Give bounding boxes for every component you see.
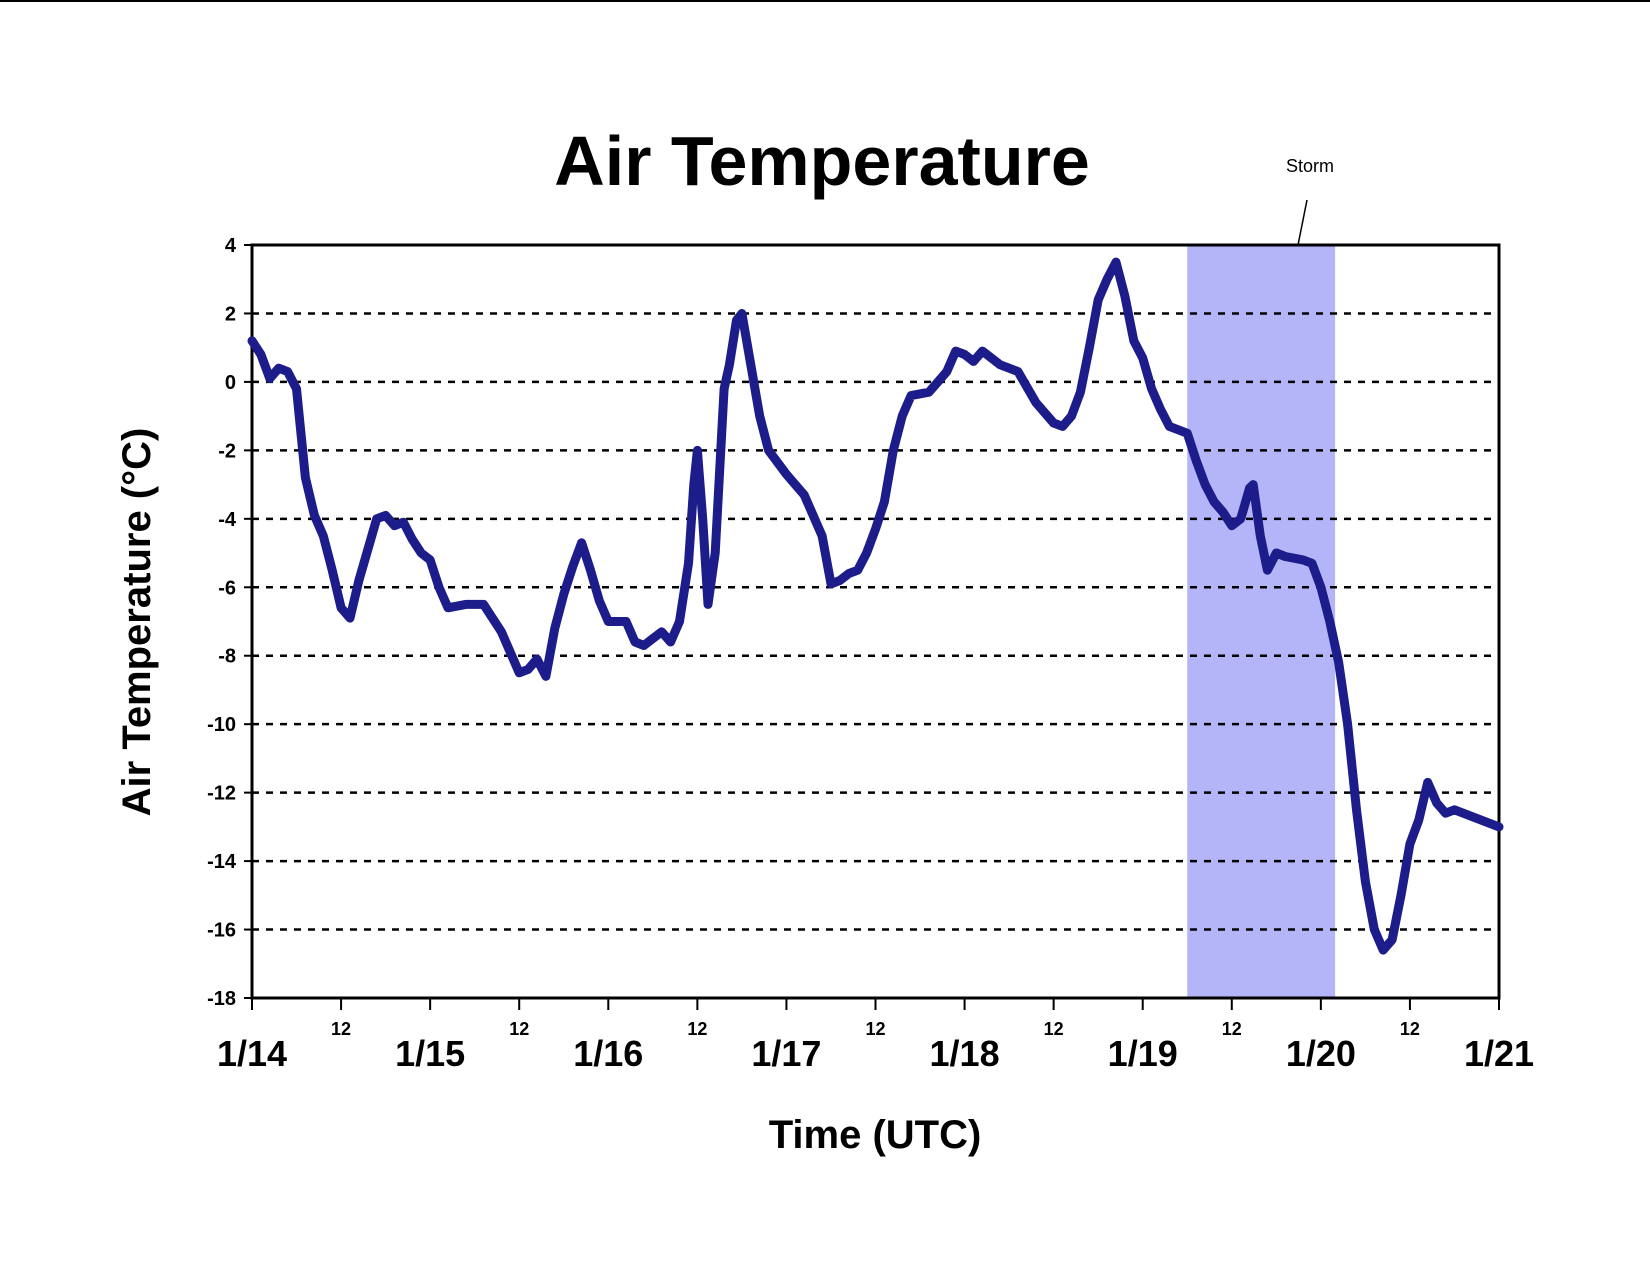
x-tick-label: 1/21 — [1464, 1033, 1534, 1074]
y-axis-label: Air Temperature (°C) — [115, 428, 159, 817]
y-tick-label: -2 — [218, 440, 236, 462]
x-minor-tick-label: 12 — [1222, 1019, 1242, 1039]
x-tick-label: 1/16 — [573, 1033, 643, 1074]
x-minor-tick-label: 12 — [1400, 1019, 1420, 1039]
x-tick-label: 1/15 — [395, 1033, 465, 1074]
y-tick-label: -10 — [207, 714, 236, 736]
plot-frame — [250, 243, 1501, 1000]
x-minor-tick-label: 12 — [331, 1019, 351, 1039]
x-tick-label: 1/17 — [751, 1033, 821, 1074]
x-tick-label: 1/18 — [930, 1033, 1000, 1074]
y-tick-label: 2 — [225, 303, 236, 325]
y-tick-label: -16 — [207, 920, 236, 942]
y-tick-label: -6 — [218, 577, 236, 599]
storm-label: Storm — [1286, 156, 1334, 176]
y-tick-label: 0 — [225, 372, 236, 394]
chart-title: Air Temperature — [554, 122, 1090, 200]
storm-band — [1187, 245, 1336, 998]
x-minor-tick-label: 12 — [1044, 1019, 1064, 1039]
x-minor-tick-label: 12 — [509, 1019, 529, 1039]
x-tick-label: 1/20 — [1286, 1033, 1356, 1074]
y-tick-label: -4 — [218, 509, 237, 531]
x-tick-label: 1/19 — [1108, 1033, 1178, 1074]
temperature-line — [247, 257, 1504, 955]
y-tick-label: -12 — [207, 783, 236, 805]
y-tick-label: -8 — [218, 646, 236, 668]
x-minor-tick-label: 12 — [865, 1019, 885, 1039]
y-tick-label: -14 — [207, 851, 237, 873]
x-axis-label: Time (UTC) — [769, 1113, 982, 1157]
x-tick-label: 1/14 — [217, 1033, 287, 1074]
x-minor-tick-label: 12 — [687, 1019, 707, 1039]
y-tick-label: 4 — [225, 235, 237, 257]
storm-leader — [1297, 199, 1308, 246]
y-tick-label: -18 — [207, 988, 236, 1010]
